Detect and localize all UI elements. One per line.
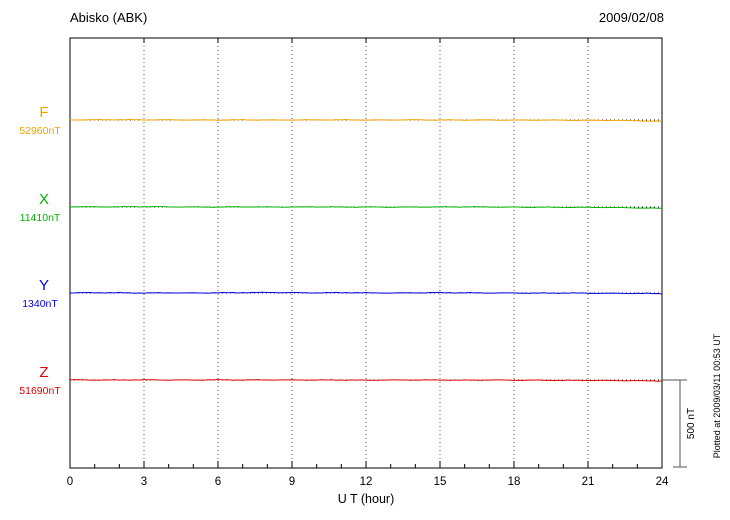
series-letter-Y: Y — [39, 277, 49, 294]
trace-X — [70, 205, 663, 209]
trace-Z — [69, 378, 663, 382]
series-baseline-value-F: 52960nT — [19, 125, 61, 137]
series-baseline-value-X: 11410nT — [20, 212, 61, 224]
x-tick-label: 15 — [434, 476, 447, 488]
series-baseline-value-Y: 1340nT — [22, 298, 58, 310]
x-axis-title: U T (hour) — [338, 492, 395, 506]
station-title: Abisko (ABK) — [70, 10, 148, 25]
plotted-at-label: Plotted at 2009/03/11 00:53 UT — [712, 333, 722, 458]
scale-bar-label: 500 nT — [686, 408, 697, 439]
x-tick-label: 9 — [289, 476, 295, 488]
x-tick-label: 6 — [215, 476, 221, 488]
x-tick-label: 18 — [508, 476, 521, 488]
series-baseline-value-Z: 51690nT — [19, 385, 61, 397]
series-letter-F: F — [39, 104, 48, 121]
trace-Y — [69, 291, 663, 295]
series-letter-X: X — [39, 191, 49, 208]
trace-F — [69, 118, 663, 122]
x-tick-label: 21 — [582, 476, 595, 488]
date-label: 2009/02/08 — [598, 10, 664, 25]
x-tick-label: 0 — [67, 476, 73, 488]
x-tick-label: 3 — [141, 476, 147, 488]
series-letter-Z: Z — [39, 364, 48, 381]
x-tick-label: 24 — [656, 476, 669, 488]
x-tick-label: 12 — [360, 476, 373, 488]
